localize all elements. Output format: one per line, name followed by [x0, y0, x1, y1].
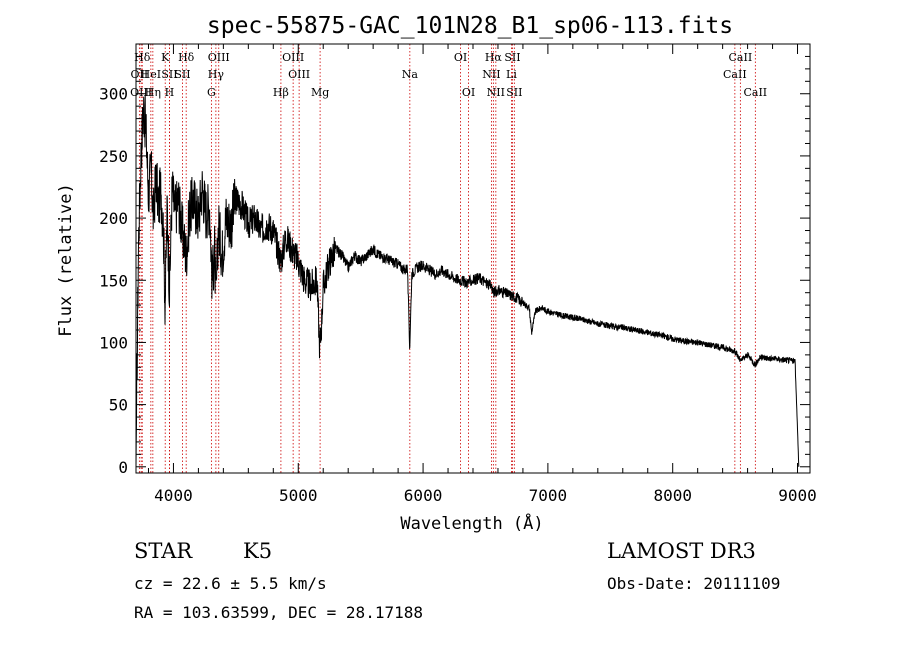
- line-label-16: Mg: [311, 86, 329, 99]
- x-axis: 4000 5000 6000 7000 8000 9000: [147, 44, 817, 505]
- line-label-13: Hβ: [273, 86, 289, 99]
- y-tick-label-0: 0: [118, 458, 128, 477]
- line-label-1: OII: [131, 68, 149, 81]
- line-label-22: NII: [482, 68, 500, 81]
- coordinates-label: RA = 103.63599, DEC = 28.17188: [134, 603, 423, 622]
- line-label-7: H: [165, 86, 175, 99]
- plot-frame: [135, 43, 811, 474]
- line-label-15: OIII: [288, 68, 310, 81]
- line-label-17: Na: [402, 68, 419, 81]
- x-tick-label-1: 5000: [279, 486, 318, 505]
- line-label-6: SII: [161, 68, 177, 81]
- line-label-0: Hδ: [134, 51, 151, 64]
- subclass-label: K5: [243, 539, 273, 563]
- line-label-11: Hγ: [208, 68, 225, 81]
- y-tick-label-5: 250: [99, 147, 128, 166]
- x-axis-label: Wavelength (Å): [400, 512, 543, 534]
- line-label-19: OI: [462, 86, 475, 99]
- y-axis-label: Flux (relative): [56, 183, 76, 337]
- x-tick-label-3: 7000: [529, 486, 568, 505]
- x-tick-label-4: 8000: [653, 486, 692, 505]
- line-label-3: HeI: [141, 68, 161, 81]
- line-label-8: Hδ: [178, 51, 195, 64]
- y-tick-label-1: 50: [109, 396, 128, 415]
- y-tick-label-6: 300: [99, 85, 128, 104]
- line-label-18: OI: [454, 51, 467, 64]
- line-label-26: CaII: [729, 51, 753, 64]
- line-label-28: CaII: [743, 86, 767, 99]
- spectrum-line: [135, 95, 800, 467]
- y-tick-label-4: 200: [99, 209, 128, 228]
- line-label-23: Li: [506, 68, 517, 81]
- survey-label: LAMOST DR3: [607, 539, 756, 563]
- line-label-20: Hα: [485, 51, 503, 64]
- classification-label: STAR: [134, 539, 193, 563]
- obs-date-label: Obs-Date: 20111109: [607, 574, 781, 593]
- line-label-24: NII: [487, 86, 505, 99]
- line-label-12: G: [207, 86, 216, 99]
- line-label-27: CaII: [723, 68, 747, 81]
- x-tick-label-2: 6000: [404, 486, 443, 505]
- x-tick-label-0: 4000: [154, 486, 193, 505]
- line-label-25: SII: [506, 86, 522, 99]
- line-markers: [138, 44, 756, 473]
- line-label-21: SII: [504, 51, 520, 64]
- line-label-10: OIII: [208, 51, 230, 64]
- line-label-5: K: [161, 51, 170, 64]
- redshift-label: cz = 22.6 ± 5.5 km/s: [134, 574, 327, 593]
- y-tick-label-2: 100: [99, 333, 128, 352]
- y-tick-label-3: 150: [99, 271, 128, 290]
- line-label-4: Hη: [145, 86, 161, 99]
- y-axis: 0 50 100 150 200 250 300: [99, 55, 810, 477]
- line-label-9: SII: [174, 68, 190, 81]
- x-tick-label-5: 9000: [778, 486, 817, 505]
- line-label-14: OIII: [282, 51, 304, 64]
- chart-title: spec-55875-GAC_101N28_B1_sp06-113.fits: [207, 13, 733, 39]
